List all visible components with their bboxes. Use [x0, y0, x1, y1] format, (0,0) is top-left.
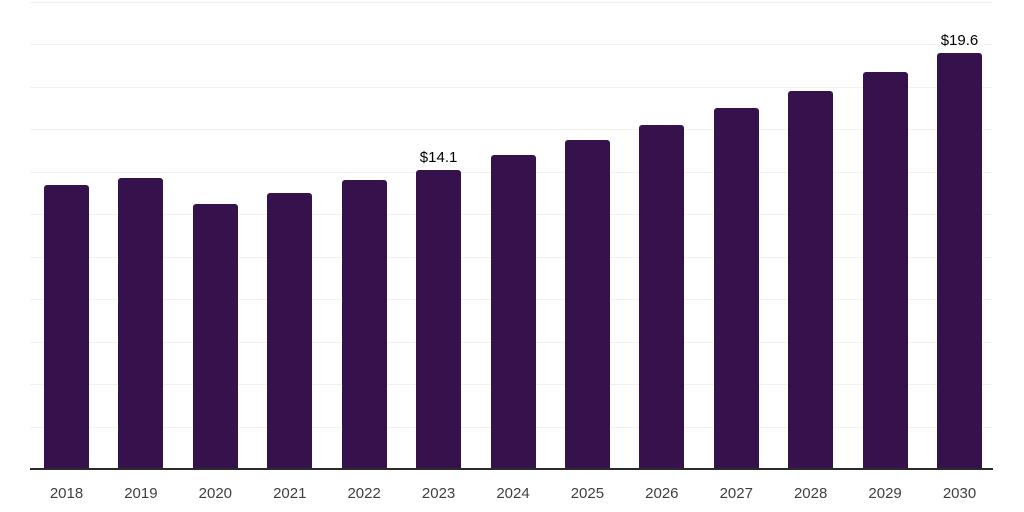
bar-2022 — [341, 180, 387, 469]
x-tick-label-2020: 2020 — [198, 485, 233, 502]
x-axis-line — [30, 468, 993, 470]
x-tick-label-2030: 2030 — [942, 485, 977, 502]
bar-2029 — [862, 72, 908, 469]
bar-2028 — [788, 91, 834, 469]
x-tick-label-2026: 2026 — [645, 485, 679, 502]
data-label-2030: $19.6 — [940, 31, 979, 49]
bar-2020 — [192, 203, 238, 469]
x-tick-label-2018: 2018 — [49, 485, 84, 502]
x-tick-label-2023: 2023 — [421, 485, 456, 502]
gridline — [30, 129, 993, 131]
gridline — [30, 86, 993, 88]
bar-2018 — [44, 184, 89, 469]
data-label-2023: $14.1 — [419, 148, 458, 166]
x-tick-label-2021: 2021 — [273, 485, 307, 502]
bar-2030 — [937, 52, 982, 469]
bar-2021 — [267, 193, 313, 469]
x-tick-label-2028: 2028 — [793, 485, 828, 502]
bar-2023 — [416, 169, 462, 469]
bar-2026 — [639, 125, 685, 469]
gridline — [30, 2, 993, 3]
bar-2024 — [490, 154, 536, 469]
x-tick-label-2024: 2024 — [496, 485, 530, 502]
x-tick-label-2029: 2029 — [868, 485, 902, 502]
x-tick-label-2022: 2022 — [347, 485, 381, 502]
x-tick-label-2019: 2019 — [124, 485, 158, 502]
bar-2025 — [564, 139, 610, 469]
x-tick-label-2025: 2025 — [570, 485, 605, 502]
bar-2027 — [713, 108, 759, 469]
gridline — [30, 44, 993, 46]
x-tick-label-2027: 2027 — [719, 485, 753, 502]
bar-2019 — [118, 178, 164, 469]
